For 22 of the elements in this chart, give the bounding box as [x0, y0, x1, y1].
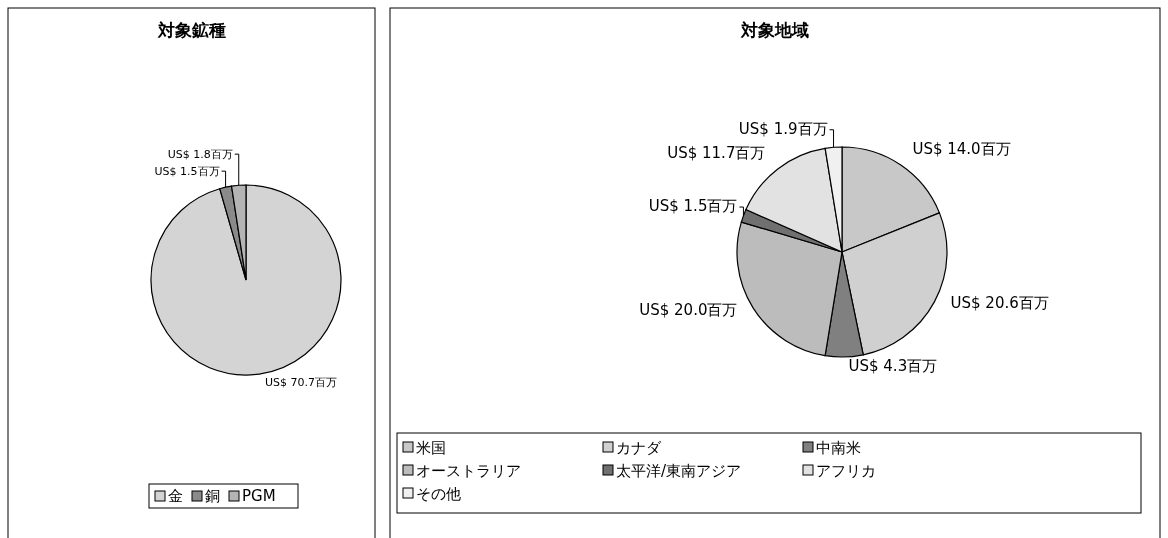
legend-label: カナダ — [616, 439, 662, 457]
legend-label: 金 — [168, 487, 183, 505]
chart-title: 対象鉱種 — [156, 20, 226, 40]
legend-label: その他 — [416, 485, 461, 503]
data-label: US$ 4.3百万 — [848, 356, 938, 375]
chart-title: 対象地域 — [740, 20, 809, 40]
data-label: US$ 20.0百万 — [639, 301, 738, 320]
legend-label: 中南米 — [816, 439, 861, 457]
data-label: US$ 1.5百万 — [154, 165, 220, 179]
data-label: US$ 20.6百万 — [950, 294, 1049, 313]
data-label: US$ 70.7百万 — [264, 376, 338, 390]
legend-label: アフリカ — [816, 462, 876, 480]
legend-label: 米国 — [416, 439, 446, 457]
data-label: US$ 1.5百万 — [648, 197, 738, 216]
data-label: US$ 11.7百万 — [667, 144, 766, 163]
data-label: US$ 1.8百万 — [167, 148, 233, 162]
data-label: US$ 1.9百万 — [738, 119, 828, 138]
data-label: US$ 14.0百万 — [912, 139, 1011, 158]
legend-label: 太平洋/東南アジア — [616, 462, 742, 480]
legend-label: 銅 — [205, 487, 220, 505]
legend-label: PGM — [242, 487, 276, 505]
legend-label: オーストラリア — [416, 462, 521, 480]
